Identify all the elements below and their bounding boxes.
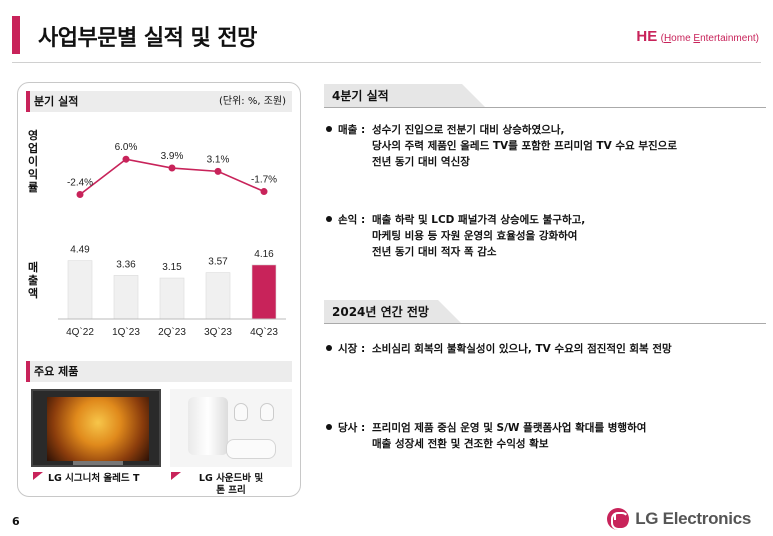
q4-divider	[324, 107, 766, 108]
quarterly-title: 분기 실적	[34, 95, 79, 108]
page-title: 사업부문별 실적 및 전망	[38, 26, 257, 51]
x-tick-label: 2Q`23	[158, 326, 186, 338]
sales-bar	[205, 272, 231, 320]
caption-marker-icon	[33, 472, 43, 480]
soundbar-earbuds-image	[170, 389, 292, 467]
lg-logo: LG Electronics	[607, 508, 751, 530]
sales-bar	[113, 275, 139, 320]
sales-data-label: 3.57	[208, 257, 228, 268]
sales-bar	[159, 277, 185, 320]
product1-caption: LG 시그니처 올레드 T	[48, 473, 140, 484]
op-margin-line	[79, 158, 265, 196]
quarterly-header: 분기 실적 (단위: %, 조원)	[26, 91, 292, 112]
x-tick-label: 1Q`23	[112, 326, 140, 338]
op-margin-point	[214, 167, 222, 175]
division-name: (Home Entertainment)	[660, 33, 759, 44]
op-margin-point	[260, 188, 268, 196]
x-tick-label: 4Q`22	[66, 326, 94, 338]
caption-marker-icon	[171, 472, 181, 480]
product2-caption: LG 사운드바 및 톤 프리	[198, 473, 264, 496]
sales-axis-label: 매 출 액	[27, 261, 39, 300]
title-accent-bar	[12, 16, 20, 54]
products-title: 주요 제품	[34, 365, 79, 378]
oled-tv-image	[31, 389, 161, 467]
op-margin-data-label: 6.0%	[115, 142, 138, 153]
left-panel: 분기 실적 (단위: %, 조원) 영 업 이 익 률 매 출 액 -2.4% 6…	[17, 82, 301, 497]
title-divider	[12, 62, 761, 63]
op-margin-data-label: -2.4%	[67, 177, 93, 188]
division-label: HE (Home Entertainment)	[636, 28, 759, 45]
op-margin-point	[76, 190, 84, 198]
op-margin-data-label: -1.7%	[251, 175, 277, 186]
unit-label: (단위: %, 조원)	[218, 96, 286, 107]
bullet-icon	[326, 345, 332, 351]
sales-bar	[67, 260, 93, 320]
q4-results-header: 4분기 실적	[324, 84, 486, 108]
sales-bar	[251, 264, 277, 320]
op-margin-axis-label: 영 업 이 익 률	[27, 129, 39, 194]
lg-logo-icon	[607, 508, 630, 530]
outlook-divider	[324, 323, 766, 324]
op-margin-data-label: 3.1%	[207, 154, 230, 165]
division-code: HE	[636, 28, 658, 45]
x-tick-label: 3Q`23	[204, 326, 232, 338]
bullet-icon	[326, 424, 332, 430]
outlook-header: 2024년 연간 전망	[324, 300, 462, 324]
quarterly-chart: -2.4% 6.0% 3.9% 3.1% -1.7% 4.49 4Q`22 3.36 1Q`23…	[58, 142, 286, 338]
op-margin-point	[168, 164, 176, 172]
sales-data-label: 3.15	[162, 262, 182, 273]
page-number: 6	[12, 515, 20, 528]
x-tick-label: 4Q`23	[250, 326, 278, 338]
sales-data-label: 4.49	[70, 245, 90, 256]
bullet-icon	[326, 216, 332, 222]
op-margin-data-label: 3.9%	[161, 151, 184, 162]
op-margin-point	[122, 155, 130, 163]
bullet-icon	[326, 126, 332, 132]
sales-data-label: 3.36	[116, 259, 136, 270]
products-header: 주요 제품	[26, 361, 292, 382]
sales-data-label: 4.16	[254, 249, 274, 260]
logo-text: LG Electronics	[635, 509, 751, 528]
